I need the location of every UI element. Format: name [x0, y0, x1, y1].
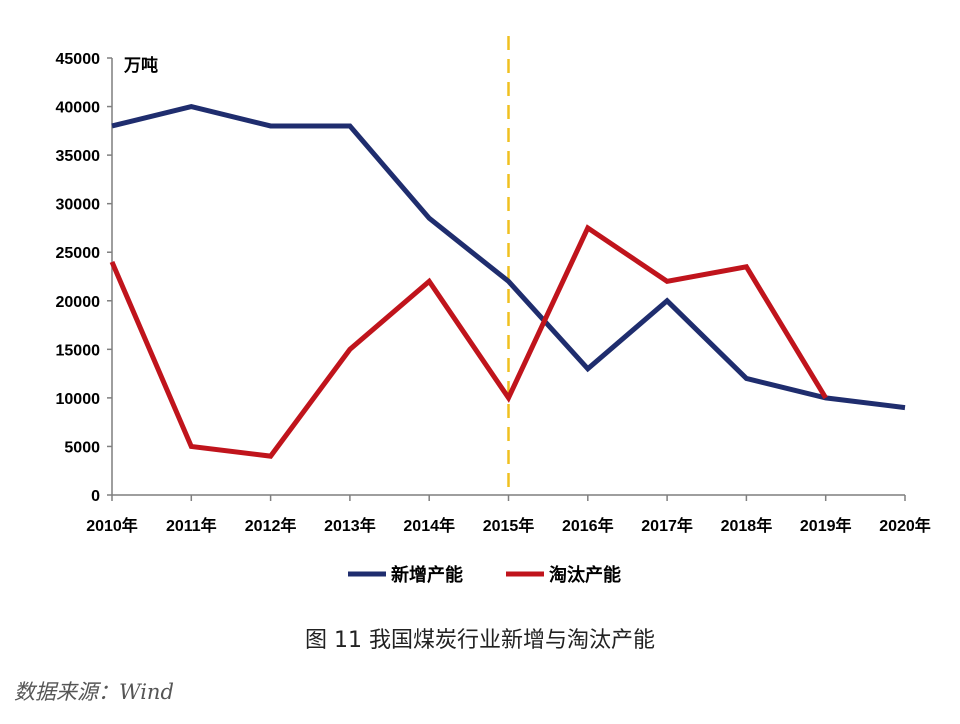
- x-tick-label: 2020年: [879, 516, 931, 535]
- legend-label-2: 淘汰产能: [549, 564, 621, 586]
- x-tick-label: 2014年: [403, 516, 455, 535]
- y-tick-label: 45000: [56, 51, 101, 68]
- y-tick-label: 20000: [56, 294, 101, 311]
- y-tick-label: 30000: [56, 197, 101, 214]
- y-tick-label: 0: [91, 488, 100, 505]
- x-tick-label: 2019年: [800, 516, 852, 535]
- x-tick-label: 2011年: [166, 516, 217, 535]
- y-tick-label: 40000: [56, 100, 101, 117]
- y-tick-label: 35000: [56, 148, 101, 165]
- data-source: 数据来源：Wind: [14, 680, 174, 704]
- y-tick-label: 25000: [56, 245, 101, 262]
- y-tick-label: 5000: [64, 439, 100, 456]
- series-line-2: [109, 224, 828, 459]
- x-tick-label: 2015年: [483, 516, 535, 535]
- legend-label-1: 新增产能: [391, 564, 463, 586]
- x-tick-label: 2018年: [721, 516, 773, 535]
- x-tick-label: 2013年: [324, 516, 376, 535]
- x-tick-label: 2012年: [245, 516, 297, 535]
- x-tick-label: 2016年: [562, 516, 614, 535]
- figure-caption: 图 11 我国煤炭行业新增与淘汰产能: [305, 628, 655, 653]
- y-unit-label: 万吨: [123, 55, 158, 76]
- y-tick-label: 15000: [56, 342, 101, 359]
- x-tick-label: 2017年: [641, 516, 693, 535]
- x-tick-label: 2010年: [86, 516, 138, 535]
- line-chart: 0 5000 10000 15000 20000 25000 30000 35000 40000…: [56, 36, 931, 586]
- y-tick-label: 10000: [56, 391, 101, 408]
